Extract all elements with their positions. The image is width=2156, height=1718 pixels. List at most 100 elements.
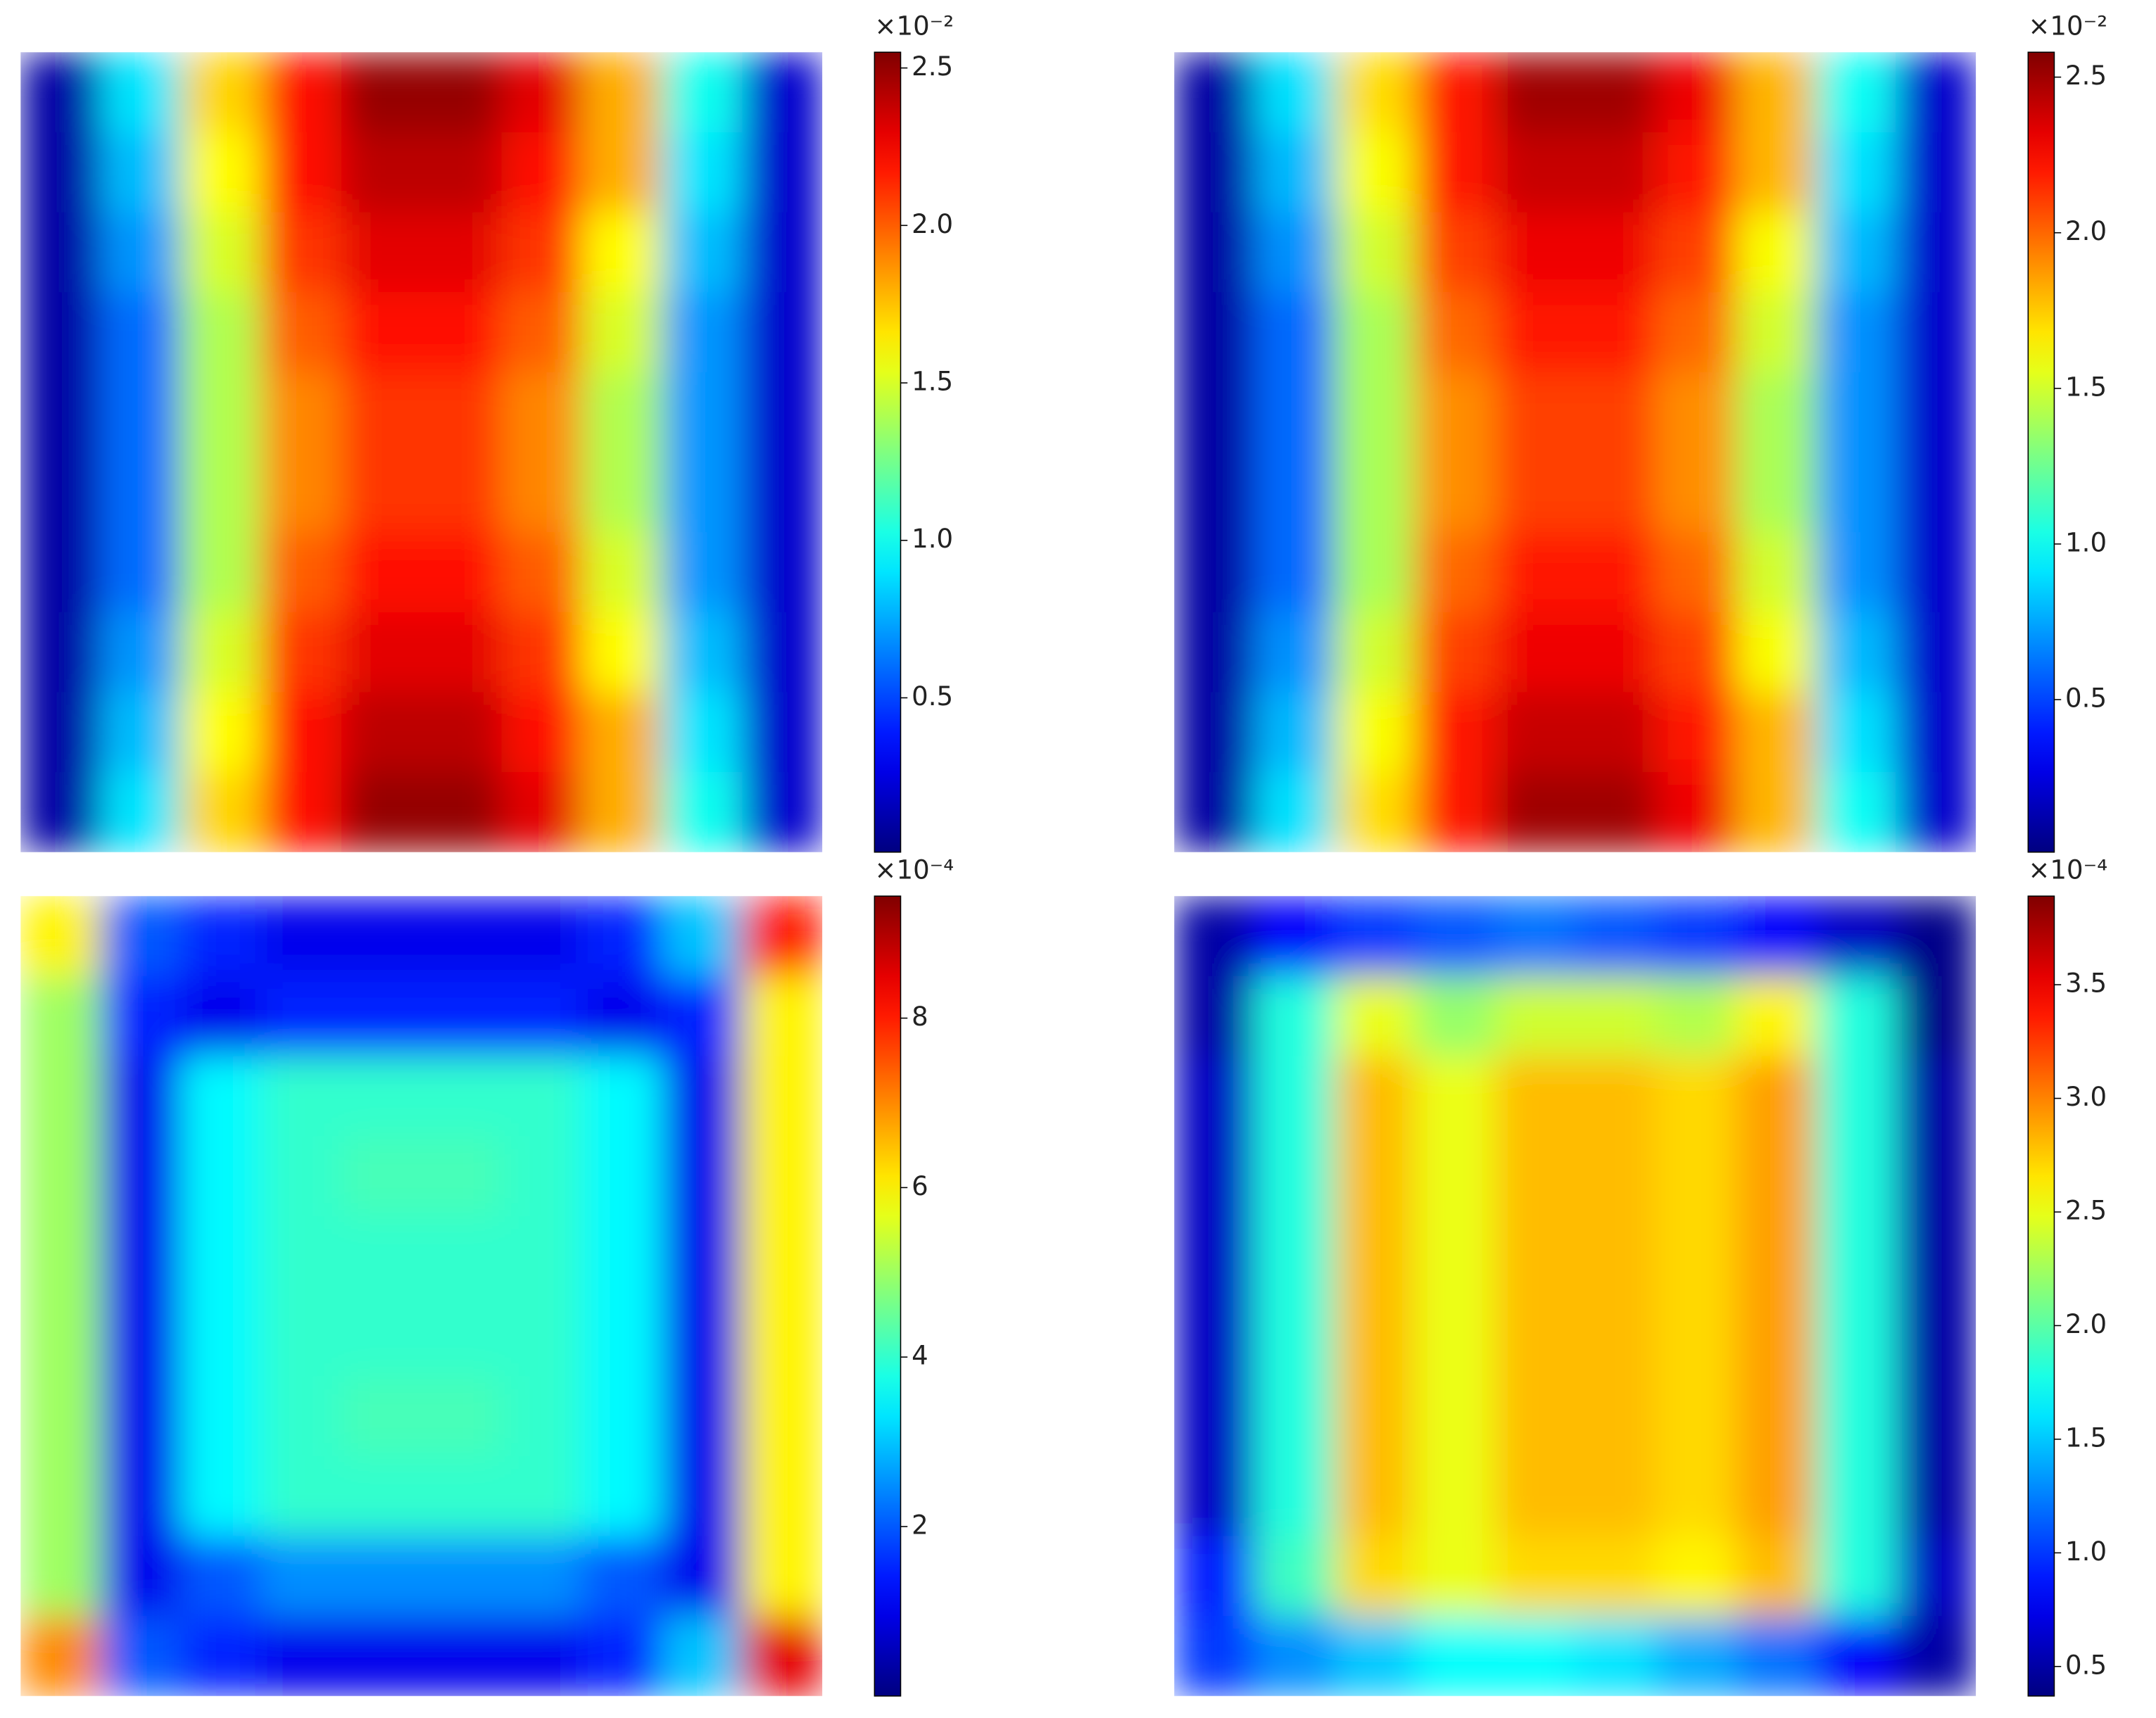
- heatmap-cell: [1254, 896, 1335, 977]
- heatmap-cell: [662, 1455, 743, 1537]
- heatmap-cell: [181, 772, 262, 852]
- heatmap-cell: [501, 1056, 583, 1137]
- heatmap-cell: [341, 1296, 422, 1377]
- heatmap-cell: [260, 52, 342, 133]
- heatmap-cell: [1254, 452, 1335, 533]
- heatmap-cell: [501, 452, 583, 533]
- heatmap-cell: [1494, 1136, 1576, 1217]
- heatmap-cell: [421, 132, 503, 213]
- heatmap-cell: [1896, 1136, 1977, 1217]
- heatmap-cell: [20, 1056, 102, 1137]
- colorbar-tick-label: 1.0: [2065, 527, 2107, 557]
- heatmap-cell: [1414, 1136, 1496, 1217]
- heatmap-cell: [181, 132, 262, 213]
- heatmap-cell: [341, 1136, 422, 1217]
- colorbar: [874, 51, 902, 853]
- heatmap-cell: [1896, 1455, 1977, 1537]
- heatmap-cell: [1655, 132, 1736, 213]
- heatmap-cell: [662, 975, 743, 1057]
- heatmap-cell: [1655, 692, 1736, 773]
- heatmap-cell: [1735, 772, 1817, 852]
- heatmap-cell: [581, 452, 663, 533]
- heatmap-cell: [1815, 1296, 1897, 1377]
- heatmap-cell: [1174, 772, 1256, 852]
- heatmap-cell: [742, 372, 823, 453]
- heatmap-cell: [1335, 1376, 1416, 1457]
- heatmap-cell: [662, 372, 743, 453]
- colorbar-tick-label: 4: [912, 1341, 928, 1371]
- heatmap-cell: [101, 212, 182, 293]
- heatmap-cell: [1575, 212, 1656, 293]
- heatmap-cell: [341, 52, 422, 133]
- heatmap-cell: [501, 132, 583, 213]
- heatmap-cell: [742, 896, 823, 977]
- heatmap-cell: [1655, 1296, 1736, 1377]
- heatmap-cell: [1254, 132, 1335, 213]
- heatmap-cell: [1335, 532, 1416, 613]
- heatmap-cell: [1494, 212, 1576, 293]
- colorbar-tick-label: 2.0: [2065, 1309, 2107, 1339]
- heatmap-cell: [1815, 1056, 1897, 1137]
- heatmap-cell: [1735, 292, 1817, 373]
- heatmap-cell: [421, 1536, 503, 1617]
- heatmap-cell: [101, 1056, 182, 1137]
- heatmap-cell: [1174, 1376, 1256, 1457]
- heatmap-cell: [1575, 1136, 1656, 1217]
- heatmap-cell: [742, 1215, 823, 1297]
- colorbar-offset-label: ×10⁻⁴: [874, 855, 954, 885]
- heatmap-cell: [260, 612, 342, 693]
- heatmap-cell: [181, 52, 262, 133]
- heatmap-cell: [260, 452, 342, 533]
- heatmap-cell: [581, 612, 663, 693]
- heatmap-cell: [581, 772, 663, 852]
- heatmap-cell: [1896, 1536, 1977, 1617]
- heatmap-cell: [1335, 1056, 1416, 1137]
- heatmap-cell: [501, 1136, 583, 1217]
- heatmap-cell: [1655, 52, 1736, 133]
- heatmap-cell: [1815, 1376, 1897, 1457]
- heatmap: [20, 896, 823, 1696]
- heatmap-cell: [1655, 1136, 1736, 1217]
- heatmap-cell: [1335, 772, 1416, 852]
- heatmap-cell: [1414, 52, 1496, 133]
- heatmap-cell: [20, 692, 102, 773]
- heatmap-cell: [1815, 212, 1897, 293]
- heatmap-cell: [581, 132, 663, 213]
- heatmap-cell: [181, 896, 262, 977]
- heatmap-cell: [101, 1455, 182, 1537]
- heatmap-cell: [1655, 212, 1736, 293]
- heatmap-cell: [181, 372, 262, 453]
- heatmap-cell: [20, 896, 102, 977]
- heatmap-cell: [1655, 612, 1736, 693]
- heatmap-cell: [662, 532, 743, 613]
- heatmap-cell: [421, 772, 503, 852]
- heatmap-cell: [1414, 212, 1496, 293]
- heatmap-cell: [1815, 452, 1897, 533]
- heatmap-cell: [20, 212, 102, 293]
- heatmap-cell: [1174, 1056, 1256, 1137]
- heatmap-cell: [421, 212, 503, 293]
- heatmap-cell: [260, 772, 342, 852]
- heatmap-cell: [1335, 896, 1416, 977]
- heatmap-cell: [581, 1376, 663, 1457]
- heatmap-cell: [421, 1215, 503, 1297]
- heatmap-cell: [1735, 1616, 1817, 1696]
- heatmap-cell: [742, 1616, 823, 1696]
- heatmap-cell: [1254, 372, 1335, 453]
- heatmap-cell: [1494, 1056, 1576, 1137]
- heatmap-cell: [101, 292, 182, 373]
- heatmap-cell: [1335, 212, 1416, 293]
- heatmap-cell: [1414, 372, 1496, 453]
- heatmap-cell: [1174, 1296, 1256, 1377]
- heatmap-cell: [20, 1296, 102, 1377]
- heatmap-cell: [1174, 132, 1256, 213]
- heatmap-cell: [1735, 1455, 1817, 1537]
- heatmap-cell: [260, 1136, 342, 1217]
- heatmap-cell: [1335, 612, 1416, 693]
- heatmap-cell: [1655, 532, 1736, 613]
- heatmap-cell: [1254, 1455, 1335, 1537]
- heatmap-cell: [181, 1455, 262, 1537]
- heatmap-cell: [662, 52, 743, 133]
- colorbar-tick-label: 6: [912, 1171, 928, 1201]
